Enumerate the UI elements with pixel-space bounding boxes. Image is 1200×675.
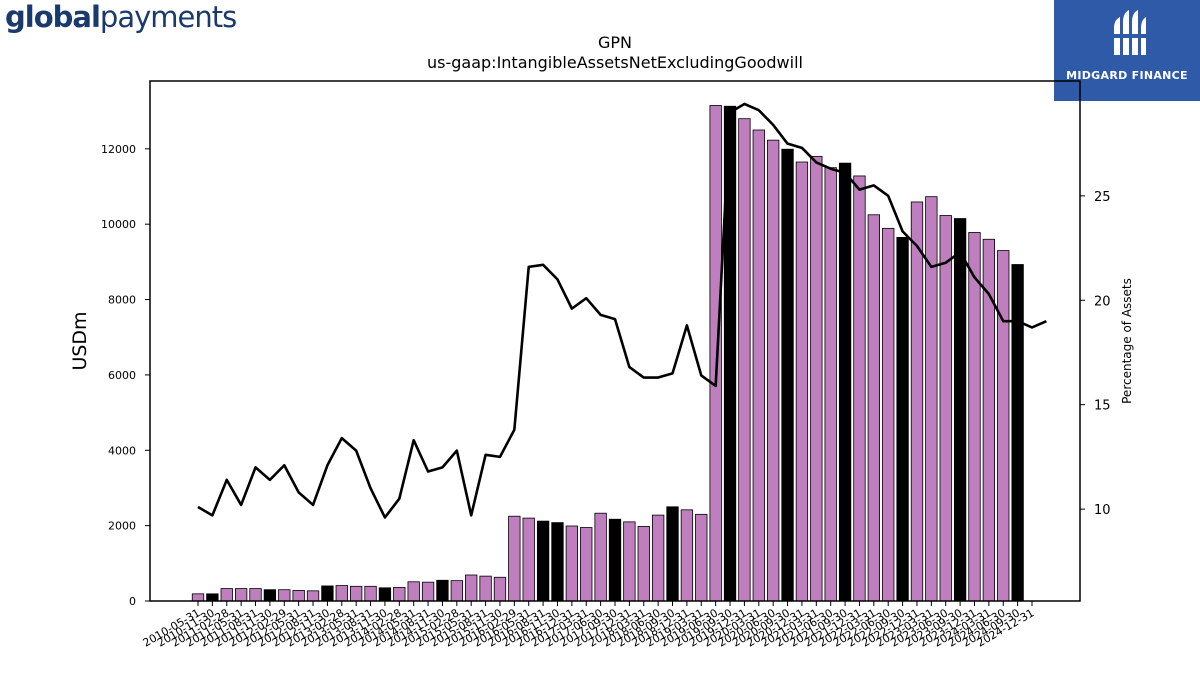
- bar: [867, 214, 880, 602]
- bar: [666, 506, 679, 602]
- bar: [565, 525, 579, 602]
- bar: [882, 227, 895, 602]
- bar: [838, 162, 852, 602]
- bar: [465, 574, 478, 602]
- bar: [350, 585, 363, 602]
- bar: [623, 521, 636, 602]
- bar: [968, 232, 981, 602]
- bar: [738, 118, 751, 602]
- bar: [436, 579, 449, 602]
- percentage-line: [197, 102, 1047, 519]
- bar: [853, 175, 866, 602]
- bar: [925, 196, 938, 602]
- bar: [536, 520, 550, 602]
- chart-subtitle: us-gaap:IntangibleAssetsNetExcludingGood…: [427, 53, 803, 72]
- y-tick-label: 0: [129, 595, 136, 608]
- bar: [680, 509, 694, 602]
- bar: [752, 129, 765, 602]
- right-axis: 10 15 20 25: [1080, 190, 1111, 518]
- bar: [278, 589, 291, 602]
- bar: [709, 105, 722, 602]
- bar: [551, 522, 564, 602]
- bar: [594, 512, 607, 602]
- bar: [608, 518, 622, 602]
- bar: [781, 148, 794, 602]
- bar: [997, 250, 1010, 602]
- bar: [191, 593, 205, 602]
- bar: [580, 527, 593, 602]
- bar: [795, 161, 809, 602]
- brand-bold-text: global: [5, 0, 101, 34]
- line-series: [197, 102, 1047, 519]
- bar: [953, 218, 967, 602]
- bar: [824, 167, 837, 602]
- y2-tick-label: 20: [1094, 294, 1111, 309]
- globalpayments-logo: globalpayments: [5, 0, 237, 34]
- midgard-emblem-icon: [1114, 10, 1146, 55]
- y-tick-label: 4000: [108, 444, 136, 457]
- bar: [393, 587, 406, 602]
- bar: [508, 515, 521, 602]
- chart-title: GPN: [598, 33, 632, 52]
- bar: [637, 525, 650, 602]
- y-tick-label: 6000: [108, 369, 136, 382]
- bar: [335, 585, 348, 602]
- bar: [306, 590, 320, 602]
- bar: [910, 201, 924, 602]
- y-tick-label: 8000: [108, 294, 136, 307]
- y2-tick-label: 10: [1094, 503, 1111, 518]
- bar: [767, 139, 780, 602]
- bar: [263, 589, 277, 602]
- bar: [450, 580, 463, 602]
- bar: [206, 593, 219, 602]
- bar: [220, 588, 233, 602]
- logo-name: MIDGARD FINANCE: [1066, 69, 1188, 82]
- left-axis: 0 2000 4000 6000 8000 10000 12000: [101, 143, 150, 608]
- y-tick-label: 10000: [101, 218, 136, 231]
- bar: [378, 587, 392, 602]
- bar: [249, 588, 262, 602]
- bar: [479, 575, 492, 602]
- y-axis-label: USDm: [69, 311, 91, 370]
- bar: [234, 588, 248, 602]
- bar: [939, 215, 952, 602]
- bar: [1011, 264, 1024, 602]
- bar: [493, 576, 507, 602]
- y-tick-label: 12000: [101, 143, 136, 156]
- y2-axis-label: Percentage of Assets: [1120, 278, 1134, 404]
- x-axis: 2010-05-312010-11-302011-02-282011-05-31…: [141, 601, 1037, 650]
- bar: [364, 585, 377, 602]
- bar: [896, 236, 909, 602]
- bar: [810, 155, 823, 602]
- bar: [651, 514, 665, 602]
- bar: [421, 581, 435, 602]
- bar-series: [191, 105, 1024, 602]
- y-tick-label: 2000: [108, 520, 136, 533]
- bar: [695, 513, 708, 602]
- y2-tick-label: 25: [1094, 190, 1111, 205]
- bar: [292, 590, 305, 602]
- y2-tick-label: 15: [1094, 399, 1111, 414]
- bar: [407, 581, 420, 602]
- midgard-finance-logo: MIDGARD FINANCE: [1054, 0, 1200, 101]
- brand-light-text: payments: [99, 0, 237, 34]
- bar: [522, 517, 535, 602]
- bar: [321, 585, 334, 602]
